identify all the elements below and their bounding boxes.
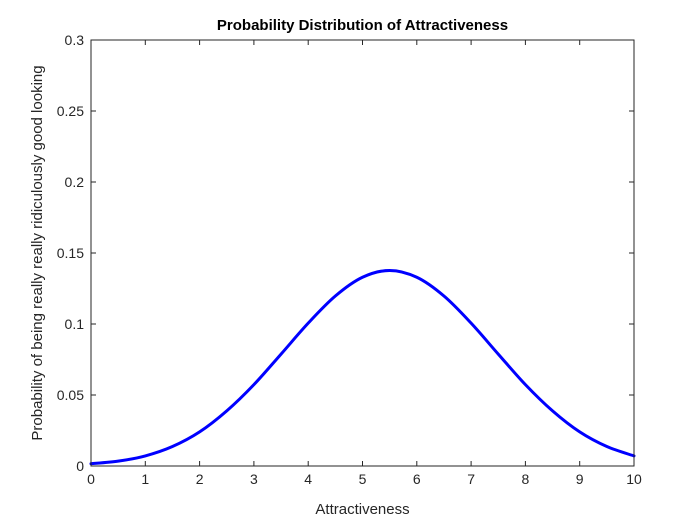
x-tick-label: 8 <box>522 471 530 487</box>
x-tick-label: 4 <box>304 471 312 487</box>
y-axis-label: Probability of being really really ridic… <box>29 65 46 440</box>
chart-title: Probability Distribution of Attractivene… <box>217 17 508 34</box>
x-tick-label: 6 <box>413 471 421 487</box>
x-tick-label: 9 <box>576 471 584 487</box>
plot-area <box>91 40 634 466</box>
x-tick-label: 10 <box>626 471 642 487</box>
y-tick-label: 0.2 <box>65 174 85 190</box>
y-tick-label: 0 <box>76 458 84 474</box>
x-tick-label: 3 <box>250 471 258 487</box>
y-tick-label: 0.25 <box>57 103 84 119</box>
axes-box <box>90 39 635 467</box>
x-tick-label: 1 <box>141 471 149 487</box>
y-tick-label: 0.05 <box>57 387 84 403</box>
x-tick-label: 7 <box>467 471 475 487</box>
x-tick-label: 2 <box>196 471 204 487</box>
y-tick-label: 0.3 <box>65 32 85 48</box>
y-tick-labels: 0 0.05 0.1 0.15 0.2 0.25 0.3 <box>57 32 84 474</box>
y-tick-label: 0.1 <box>65 316 85 332</box>
x-tick-label: 5 <box>359 471 367 487</box>
x-tick-labels: 0 1 2 3 4 5 6 7 8 9 10 <box>87 471 642 487</box>
y-tick-label: 0.15 <box>57 245 84 261</box>
x-axis-label: Attractiveness <box>315 501 409 518</box>
series-line <box>89 268 636 466</box>
series-group <box>89 268 636 466</box>
x-tick-label: 0 <box>87 471 95 487</box>
